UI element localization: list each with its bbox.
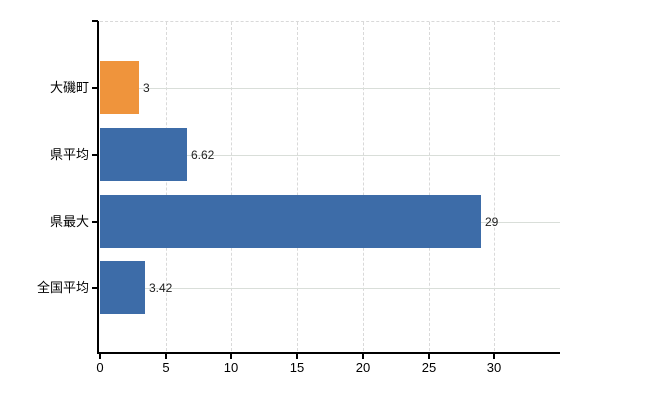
- y-axis-line: [97, 21, 99, 354]
- category-label: 県最大: [49, 214, 89, 229]
- vertical-gridline: [363, 22, 364, 351]
- vertical-gridline: [166, 22, 167, 351]
- y-axis-tick: [92, 20, 98, 22]
- x-axis-tick: [165, 354, 167, 359]
- bar: [100, 61, 139, 114]
- x-tick-label: 0: [96, 360, 104, 375]
- category-label: 大磯町: [49, 80, 89, 95]
- x-axis-tick: [428, 354, 430, 359]
- x-tick-label: 30: [486, 360, 502, 375]
- horizontal-gridline: [100, 155, 560, 156]
- bar: [100, 195, 481, 248]
- category-label: 全国平均: [36, 280, 89, 295]
- bar: [100, 261, 145, 314]
- x-tick-label: 15: [289, 360, 305, 375]
- x-axis-line: [97, 352, 560, 354]
- y-axis-tick: [92, 287, 98, 289]
- x-tick-label: 10: [223, 360, 239, 375]
- y-axis-tick: [92, 221, 98, 223]
- bar-value-label: 3: [143, 81, 150, 95]
- horizontal-gridline: [100, 88, 560, 89]
- vertical-gridline: [429, 22, 430, 351]
- plot-top-border: [100, 21, 560, 22]
- y-axis-tick: [92, 87, 98, 89]
- bar-value-label: 3.42: [149, 281, 173, 295]
- y-axis-tick: [92, 154, 98, 156]
- vertical-gridline: [297, 22, 298, 351]
- vertical-gridline: [231, 22, 232, 351]
- x-tick-label: 20: [355, 360, 371, 375]
- bar-value-label: 29: [485, 215, 499, 229]
- x-tick-label: 25: [421, 360, 437, 375]
- horizontal-gridline: [100, 288, 560, 289]
- vertical-gridline: [494, 22, 495, 351]
- bar-value-label: 6.62: [191, 148, 215, 162]
- x-axis-tick: [362, 354, 364, 359]
- bar: [100, 128, 187, 181]
- x-axis-tick: [230, 354, 232, 359]
- x-tick-label: 5: [162, 360, 170, 375]
- x-axis-tick: [99, 354, 101, 359]
- x-axis-tick: [493, 354, 495, 359]
- category-label: 県平均: [49, 147, 89, 162]
- x-axis-tick: [296, 354, 298, 359]
